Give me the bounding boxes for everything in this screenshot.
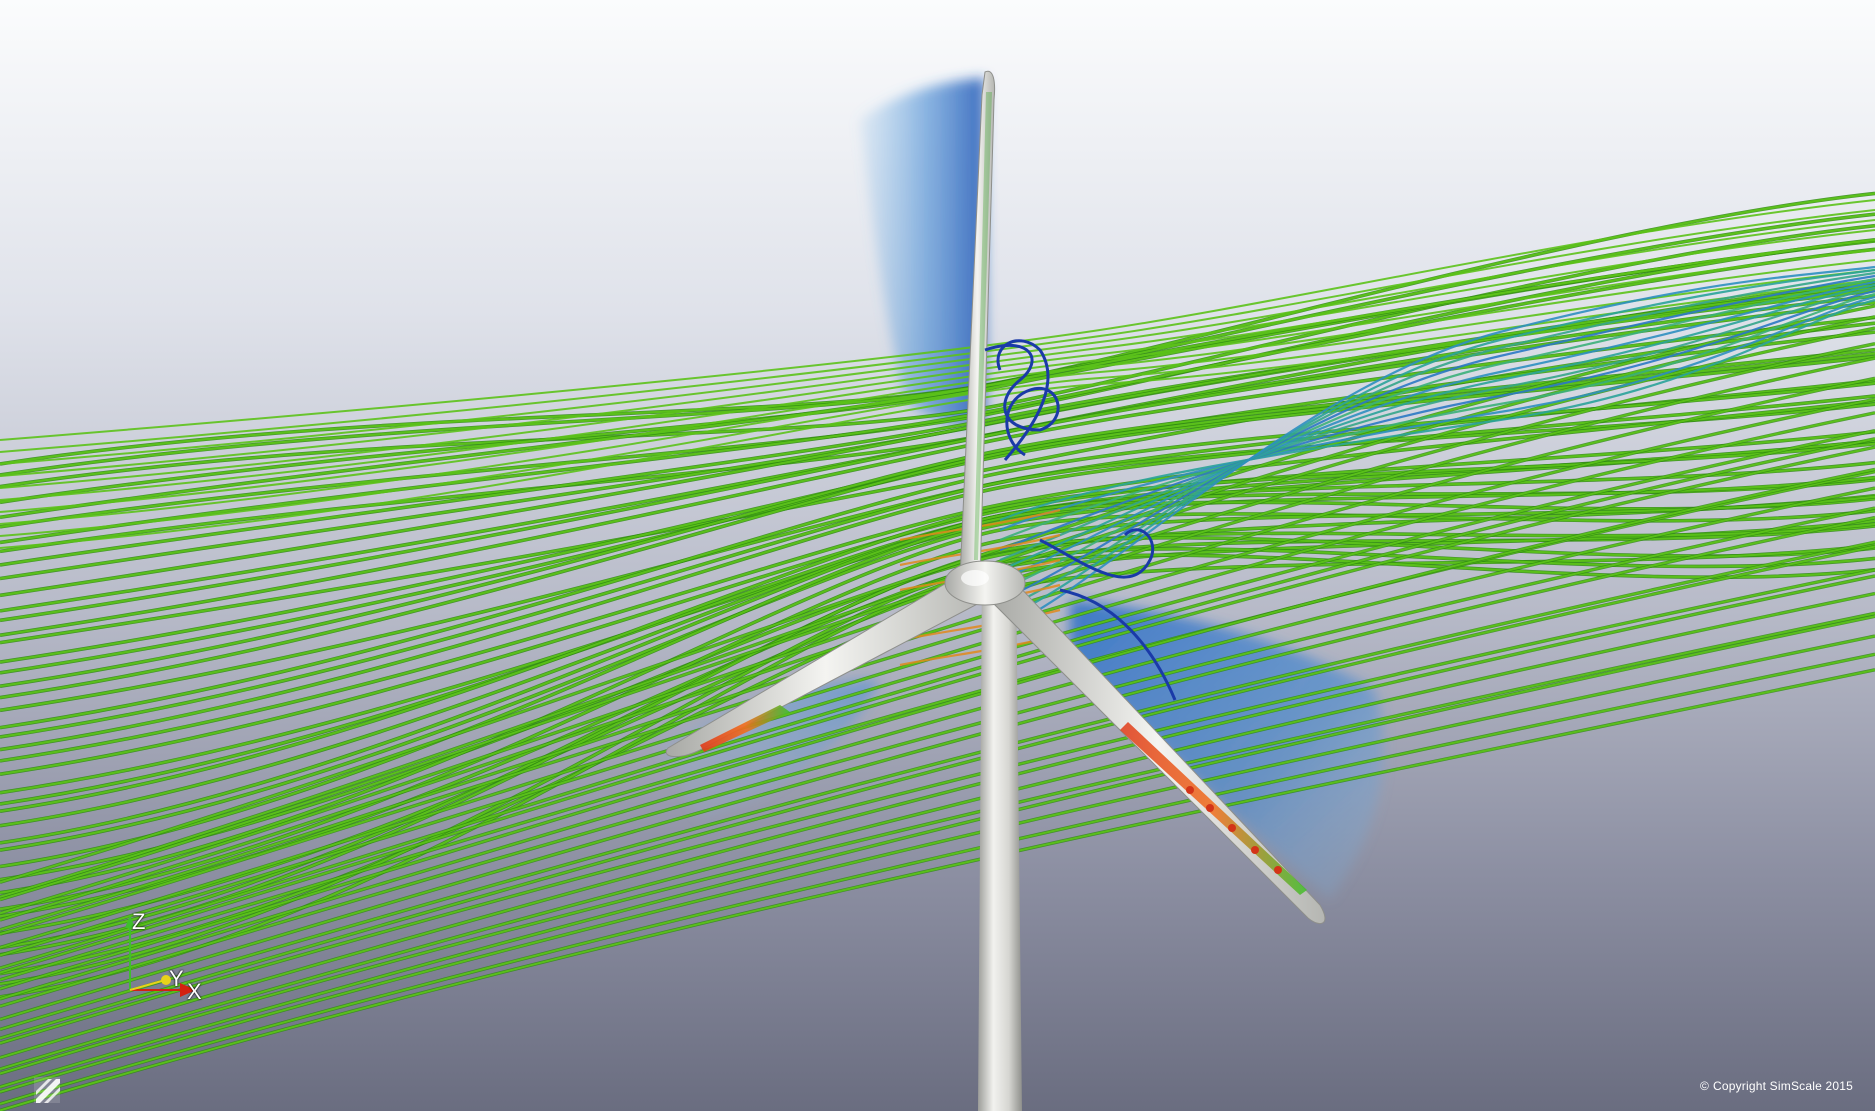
streamline [0,284,1875,597]
wake-volume-upper [860,78,985,424]
streamline [0,219,1875,465]
streamline [0,516,1875,1021]
streamline [0,209,1875,453]
streamline [0,259,1875,513]
streamline [0,446,1875,974]
streamline [0,476,1875,852]
streamline [0,352,1875,699]
streamline [0,304,1875,884]
streamline [0,441,1875,813]
streamline [0,429,1875,957]
streamline [999,286,1875,562]
streamline [0,592,1875,1071]
streamline [0,239,1875,489]
streamline [0,569,1875,1045]
streamline [0,382,1875,729]
streamline [0,269,1875,525]
pressure-spots [1186,786,1282,874]
streamline [999,274,1875,602]
copyright-text: Copyright SimScale 2015 [1712,1079,1853,1093]
streamline [0,509,1875,894]
copyright-symbol: © [1699,1079,1709,1093]
streamline [0,199,1875,441]
streamline [0,279,1875,537]
streamline [0,315,1875,898]
streamline [0,468,1875,990]
streamline [0,437,1875,970]
streamline [0,394,1875,751]
streamline [0,615,1875,1088]
streamline [999,295,1875,532]
axis-label-z: Z [132,909,146,934]
streamline [0,249,1875,501]
streamline [0,668,1875,1111]
tip-vortices [984,339,1177,701]
streamline [0,224,1875,488]
streamline [0,289,1875,549]
axis-triad [125,915,196,997]
simscale-logo-icon [34,1077,60,1103]
streamline [0,545,1875,1040]
streamline [0,238,1875,528]
streamline [999,289,1875,552]
streamline [999,283,1875,572]
streamline [999,268,1875,622]
streamline [0,635,1875,1093]
streamline [0,653,1875,1105]
streamline [999,298,1875,522]
streamline [999,280,1875,582]
streamline [0,399,1875,762]
streamline [0,248,1875,544]
streamline [0,316,1875,637]
streamline [0,507,1875,1008]
streamline [0,612,1875,1075]
axis-label-x: X [187,979,202,1004]
streamline [0,487,1875,1000]
pressure-strip-left [700,705,790,752]
streamline [0,430,1875,776]
streamline [0,574,1875,1059]
streamline [0,411,1875,949]
streamline [999,277,1875,592]
streamline [0,442,1875,813]
streamline [0,398,1875,936]
streamline [0,229,1875,477]
streamline [999,271,1875,612]
blade-lower-left [665,574,986,757]
tower [978,570,1022,1111]
streamline [0,495,1875,911]
streamline [0,355,1875,674]
streamline [999,292,1875,542]
streamline [0,541,1875,1031]
axis-label-y: Y [169,966,184,991]
streamline [999,265,1875,632]
copyright-notice: © Copyright SimScale 2015 [1700,1079,1853,1093]
